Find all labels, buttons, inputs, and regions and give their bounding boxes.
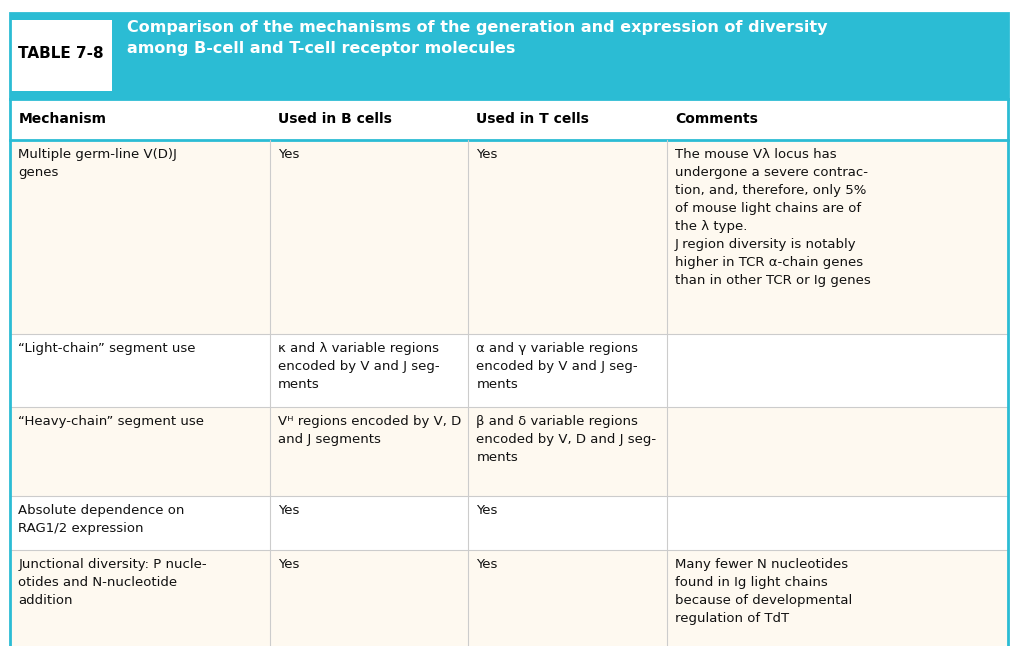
Text: TABLE 7-8: TABLE 7-8 (18, 47, 103, 61)
Text: Yes: Yes (476, 505, 498, 517)
Text: Vᴴ regions encoded by V, D
and J segments: Vᴴ regions encoded by V, D and J segment… (278, 415, 461, 446)
FancyBboxPatch shape (10, 140, 1008, 334)
Text: α and γ variable regions
encoded by V and J seg-
ments: α and γ variable regions encoded by V an… (476, 342, 638, 391)
Text: Absolute dependence on
RAG1/2 expression: Absolute dependence on RAG1/2 expression (18, 505, 184, 536)
Text: Yes: Yes (278, 505, 299, 517)
Text: β and δ variable regions
encoded by V, D and J seg-
ments: β and δ variable regions encoded by V, D… (476, 415, 656, 464)
Text: Mechanism: Mechanism (18, 112, 106, 126)
Text: Used in T cells: Used in T cells (476, 112, 589, 126)
Text: “Light-chain” segment use: “Light-chain” segment use (18, 342, 196, 355)
Text: Junctional diversity: P nucle-
otides and N-nucleotide
addition: Junctional diversity: P nucle- otides an… (18, 558, 207, 607)
Text: “Heavy-chain” segment use: “Heavy-chain” segment use (18, 415, 205, 428)
FancyBboxPatch shape (10, 334, 1008, 407)
Text: Comments: Comments (675, 112, 758, 126)
Text: Many fewer N nucleotides
found in Ig light chains
because of developmental
regul: Many fewer N nucleotides found in Ig lig… (675, 558, 852, 625)
Text: Yes: Yes (476, 148, 498, 162)
Text: Used in B cells: Used in B cells (278, 112, 392, 126)
Text: Comparison of the mechanisms of the generation and expression of diversity
among: Comparison of the mechanisms of the gene… (127, 21, 827, 56)
Text: Yes: Yes (278, 148, 299, 162)
Text: Yes: Yes (476, 558, 498, 572)
FancyBboxPatch shape (10, 99, 1008, 140)
FancyBboxPatch shape (10, 550, 1008, 646)
Text: The mouse Vλ locus has
undergone a severe contrac-
tion, and, therefore, only 5%: The mouse Vλ locus has undergone a sever… (675, 148, 870, 287)
FancyBboxPatch shape (10, 496, 1008, 550)
Text: Multiple germ-line V(D)J
genes: Multiple germ-line V(D)J genes (18, 148, 177, 179)
FancyBboxPatch shape (10, 21, 112, 91)
Text: κ and λ variable regions
encoded by V and J seg-
ments: κ and λ variable regions encoded by V an… (278, 342, 439, 391)
Text: Yes: Yes (278, 558, 299, 572)
FancyBboxPatch shape (10, 407, 1008, 496)
FancyBboxPatch shape (10, 13, 1008, 99)
